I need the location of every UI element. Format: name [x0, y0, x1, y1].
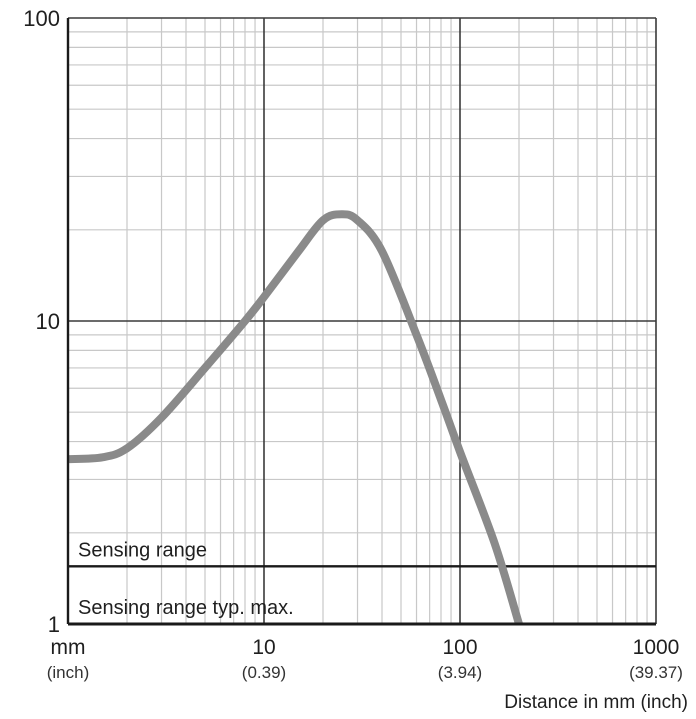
- series-layer: [67, 210, 523, 626]
- x-tick-label: 10: [252, 636, 275, 659]
- series-line: [67, 210, 523, 626]
- x-tick-sublabel: (3.94): [438, 663, 482, 682]
- y-tick-label: 10: [36, 309, 60, 334]
- x-tick-label: 1000: [633, 636, 680, 659]
- y-tick-label: 1: [48, 612, 60, 637]
- band-layer: Sensing range Sensing range typ. max.: [68, 539, 656, 626]
- x-tick-sublabel: (39.37): [629, 663, 683, 682]
- band-label: Sensing range: [78, 539, 207, 561]
- y-tick-label: 100: [23, 6, 60, 31]
- tick-layer: 1 10 100 mm (inch) 10 (0.39) 100 (3.94) 1000 (39.3…: [23, 6, 683, 682]
- x-tick-label: mm: [51, 636, 86, 659]
- band-label: Sensing range typ. max.: [78, 597, 294, 619]
- x-tick-label: 100: [442, 636, 477, 659]
- x-tick-sublabel: (inch): [47, 663, 90, 682]
- grid-layer: [67, 17, 657, 624]
- x-tick-sublabel: (0.39): [242, 663, 286, 682]
- x-axis-title: Distance in mm (inch): [504, 692, 688, 713]
